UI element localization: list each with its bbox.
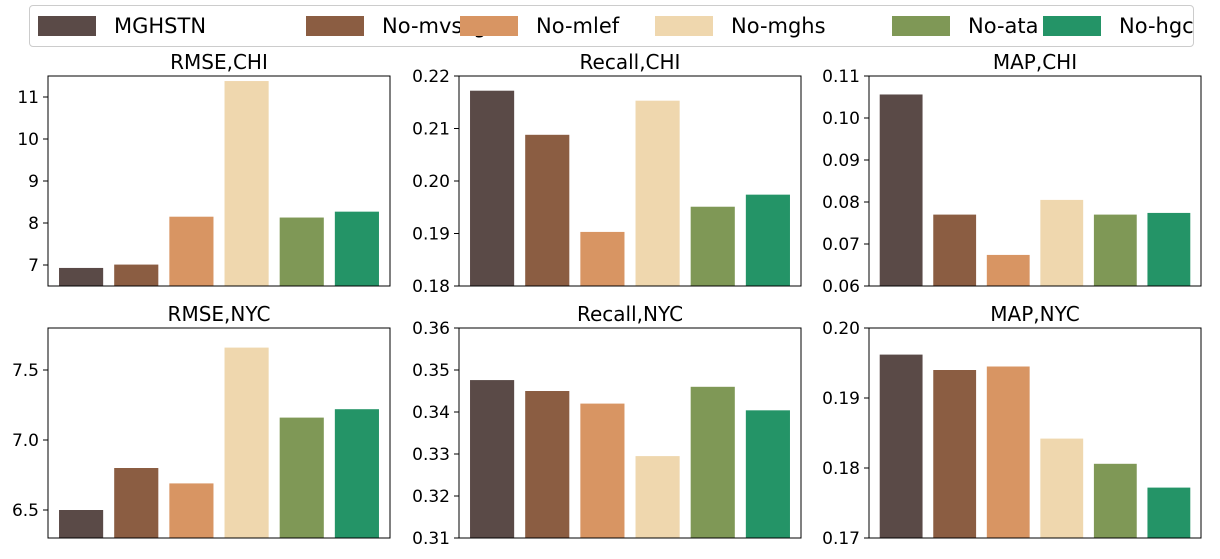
- y-tick-label: 7.5: [12, 361, 39, 381]
- bar: [986, 254, 1030, 286]
- y-tick-label: 0.20: [822, 319, 860, 339]
- legend-swatch: [460, 16, 518, 36]
- bar: [635, 456, 680, 538]
- bar: [59, 510, 104, 538]
- bar: [114, 264, 159, 286]
- bar: [933, 214, 977, 286]
- bar: [690, 386, 735, 538]
- y-tick-label: 9: [28, 172, 39, 192]
- chart-title: Recall,CHI: [580, 50, 681, 74]
- y-tick-label: 0.08: [822, 193, 860, 213]
- y-tick-label: 0.22: [412, 67, 450, 87]
- bar: [525, 391, 570, 538]
- y-tick-label: 0.06: [822, 277, 860, 297]
- y-tick-label: 0.18: [412, 277, 450, 297]
- legend-item: No-mghs: [655, 6, 826, 46]
- y-tick-label: 0.34: [412, 403, 450, 423]
- y-tick-label: 0.35: [412, 361, 450, 381]
- bar: [224, 81, 269, 286]
- bar: [334, 409, 379, 538]
- y-tick-label: 7: [28, 256, 39, 276]
- bar: [1040, 438, 1084, 538]
- y-tick-label: 0.32: [412, 487, 450, 507]
- chart-title: Recall,NYC: [577, 302, 683, 326]
- chart-panel: 6.5 7.0 7.5 RMSE,NYC: [12, 302, 391, 539]
- legend-label: No-mghs: [731, 14, 826, 38]
- legend-swatch: [655, 16, 713, 36]
- bar: [169, 483, 214, 538]
- chart-panel: 0.31 0.32 0.33 0.34 0.35 0.36 Recall,NYC: [412, 302, 802, 549]
- legend-label: No-mlef: [536, 14, 620, 38]
- bar: [224, 347, 269, 538]
- bar: [745, 410, 790, 538]
- legend-swatch: [38, 16, 96, 36]
- bar: [470, 90, 515, 286]
- y-tick-label: 0.10: [822, 109, 860, 129]
- bar: [580, 231, 625, 286]
- chart-panel: 0.17 0.18 0.19 0.20 MAP,NYC: [822, 302, 1202, 549]
- plot-frame: [868, 75, 1202, 287]
- bar: [114, 468, 159, 538]
- bar: [169, 216, 214, 286]
- bar: [59, 267, 104, 286]
- plot-frame: [458, 327, 802, 539]
- y-tick-label: 6.5: [12, 501, 39, 521]
- y-tick-label: 10: [17, 130, 39, 150]
- chart-title: RMSE,CHI: [170, 50, 268, 74]
- bar: [1040, 199, 1084, 286]
- bar: [986, 366, 1030, 538]
- bar: [334, 211, 379, 286]
- bar: [470, 380, 515, 538]
- bar: [879, 94, 923, 286]
- bar: [580, 403, 625, 538]
- y-tick-label: 0.19: [412, 225, 450, 245]
- chart-title: RMSE,NYC: [168, 302, 271, 326]
- bar: [745, 194, 790, 286]
- bar: [635, 100, 680, 287]
- legend-label: No-hgc: [1119, 14, 1194, 38]
- legend-label: MGHSTN: [114, 14, 207, 38]
- legend-item: No-ata: [892, 6, 1039, 46]
- bar: [525, 134, 570, 286]
- bar: [1093, 463, 1137, 538]
- y-tick-label: 0.31: [412, 529, 450, 549]
- y-tick-label: 0.19: [822, 389, 860, 409]
- chart-title: MAP,NYC: [990, 302, 1079, 326]
- y-tick-label: 0.33: [412, 445, 450, 465]
- legend-swatch: [892, 16, 950, 36]
- plot-frame: [868, 327, 1202, 539]
- chart-panel: 7 8 9 10 11 RMSE,CHI: [17, 50, 391, 287]
- legend-swatch: [1043, 16, 1101, 36]
- y-tick-label: 0.21: [412, 120, 450, 140]
- legend-item: No-mlef: [460, 6, 619, 46]
- chart-panel: 0.18 0.19 0.20 0.21 0.22 Recall,CHI: [412, 50, 802, 297]
- chart-panel: 0.06 0.07 0.08 0.09 0.10 0.11 MAP,CHI: [822, 50, 1202, 297]
- legend: MGHSTN No-mvssg No-mlef No-mghs No-ata No-hgc: [29, 5, 1194, 47]
- bar: [1147, 212, 1191, 286]
- legend-label: No-ata: [968, 14, 1039, 38]
- y-tick-label: 11: [17, 88, 39, 108]
- legend-swatch: [306, 16, 364, 36]
- y-tick-label: 0.17: [822, 529, 860, 549]
- bar: [279, 217, 324, 286]
- y-tick-label: 0.36: [412, 319, 450, 339]
- bar: [690, 206, 735, 286]
- y-tick-label: 0.07: [822, 235, 860, 255]
- y-tick-label: 7.0: [12, 431, 39, 451]
- bar: [1093, 214, 1137, 286]
- chart-title: MAP,CHI: [993, 50, 1077, 74]
- y-tick-label: 0.18: [822, 459, 860, 479]
- legend-item: No-hgc: [1043, 6, 1194, 46]
- bar: [933, 370, 977, 538]
- bar: [279, 417, 324, 538]
- bar: [879, 354, 923, 538]
- y-tick-label: 0.09: [822, 151, 860, 171]
- bar: [1147, 487, 1191, 538]
- y-tick-label: 0.20: [412, 172, 450, 192]
- legend-item: MGHSTN: [38, 6, 206, 46]
- plot-frame: [47, 327, 391, 539]
- y-tick-label: 8: [28, 214, 39, 234]
- y-tick-label: 0.11: [822, 67, 860, 87]
